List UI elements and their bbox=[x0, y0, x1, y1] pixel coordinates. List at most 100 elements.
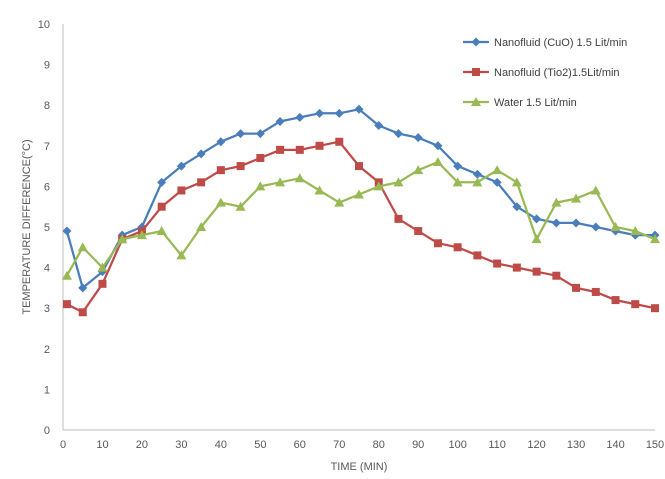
data-point bbox=[216, 166, 225, 175]
data-point bbox=[78, 283, 88, 293]
data-point bbox=[373, 181, 384, 191]
data-point bbox=[453, 243, 462, 252]
legend-marker bbox=[471, 97, 481, 106]
data-point bbox=[572, 283, 581, 292]
data-point bbox=[511, 177, 522, 187]
data-point bbox=[611, 296, 620, 305]
data-point bbox=[62, 226, 72, 236]
data-point bbox=[552, 271, 561, 280]
data-point bbox=[591, 287, 600, 296]
data-point bbox=[374, 121, 384, 130]
data-point bbox=[276, 145, 285, 154]
x-tick-label: 40 bbox=[215, 439, 227, 451]
data-point bbox=[432, 157, 443, 167]
legend-label: Water 1.5 Lit/min bbox=[494, 97, 577, 109]
legend-label: Nanofluid (CuO) 1.5 Lit/min bbox=[494, 37, 627, 49]
y-tick-label: 6 bbox=[44, 181, 50, 193]
x-tick-label: 50 bbox=[254, 439, 266, 451]
data-point bbox=[335, 137, 344, 146]
data-point bbox=[236, 162, 245, 171]
y-tick-label: 4 bbox=[44, 263, 50, 275]
y-tick-label: 0 bbox=[44, 425, 50, 437]
legend-marker bbox=[472, 68, 480, 76]
x-tick-label: 60 bbox=[294, 439, 306, 451]
data-point bbox=[176, 250, 187, 260]
data-point bbox=[255, 181, 266, 191]
data-point bbox=[295, 145, 304, 154]
data-point bbox=[136, 230, 147, 240]
data-point bbox=[590, 185, 601, 195]
data-point bbox=[61, 270, 72, 280]
data-point bbox=[452, 177, 463, 187]
legend-label: Nanofluid (Tio2)1.5Lit/min bbox=[494, 67, 620, 79]
data-point bbox=[630, 226, 641, 236]
y-tick-label: 8 bbox=[44, 100, 50, 112]
data-point bbox=[196, 222, 207, 231]
data-point bbox=[532, 267, 541, 276]
data-point bbox=[314, 185, 325, 195]
data-point bbox=[196, 149, 206, 159]
data-point bbox=[334, 197, 345, 207]
data-point bbox=[177, 186, 186, 195]
data-point bbox=[473, 251, 482, 260]
series-layer bbox=[61, 104, 660, 317]
data-point bbox=[512, 263, 521, 272]
series-3 bbox=[61, 157, 660, 280]
legend-entry: Nanofluid (CuO) 1.5 Lit/min bbox=[463, 37, 627, 49]
data-point bbox=[62, 300, 71, 309]
legend-marker bbox=[471, 37, 481, 47]
y-axis-title: TEMPERATURE DIFFERENCE(°C) bbox=[21, 139, 33, 314]
data-point bbox=[334, 108, 344, 118]
data-point bbox=[176, 161, 186, 171]
data-point bbox=[354, 104, 364, 114]
x-tick-label: 90 bbox=[412, 439, 424, 451]
y-tick-label: 9 bbox=[44, 60, 50, 72]
data-point bbox=[235, 201, 246, 211]
data-point bbox=[216, 137, 226, 147]
y-tick-label: 1 bbox=[44, 384, 50, 396]
data-point bbox=[157, 202, 166, 211]
x-tick-label: 10 bbox=[96, 439, 108, 451]
x-tick-label: 140 bbox=[606, 439, 624, 451]
x-tick-label: 120 bbox=[527, 439, 545, 451]
x-tick-label: 30 bbox=[175, 439, 187, 451]
data-point bbox=[393, 129, 403, 139]
y-tick-label: 7 bbox=[44, 141, 50, 153]
x-tick-label: 20 bbox=[136, 439, 148, 451]
data-point bbox=[610, 222, 621, 231]
data-point bbox=[650, 234, 660, 244]
x-axis-title: TIME (MIN) bbox=[331, 461, 388, 473]
x-tick-label: 70 bbox=[333, 439, 345, 451]
x-tick-label: 80 bbox=[373, 439, 385, 451]
data-point bbox=[77, 242, 88, 252]
y-tick-label: 2 bbox=[44, 344, 50, 356]
data-point bbox=[315, 108, 325, 118]
data-point bbox=[512, 202, 522, 212]
data-point bbox=[651, 304, 659, 313]
data-point bbox=[492, 177, 502, 187]
x-tick-label: 110 bbox=[488, 439, 506, 451]
x-tick-label: 130 bbox=[567, 439, 585, 451]
data-point bbox=[295, 112, 305, 122]
x-tick-label: 150 bbox=[646, 439, 664, 451]
data-point bbox=[493, 259, 502, 268]
data-point bbox=[157, 177, 167, 187]
data-point bbox=[315, 141, 324, 150]
data-point bbox=[414, 227, 423, 236]
data-point bbox=[531, 234, 542, 244]
data-point bbox=[394, 214, 403, 223]
data-point bbox=[413, 133, 423, 143]
data-point bbox=[255, 129, 265, 139]
data-point bbox=[256, 153, 265, 162]
y-tick-label: 5 bbox=[44, 222, 50, 234]
series-2 bbox=[62, 137, 659, 317]
data-point bbox=[433, 239, 442, 248]
data-point bbox=[492, 165, 503, 175]
data-point bbox=[354, 189, 364, 199]
series-1 bbox=[62, 104, 660, 293]
legend: Nanofluid (CuO) 1.5 Lit/min Nanofluid (Ti… bbox=[463, 37, 627, 109]
data-point bbox=[156, 226, 167, 236]
